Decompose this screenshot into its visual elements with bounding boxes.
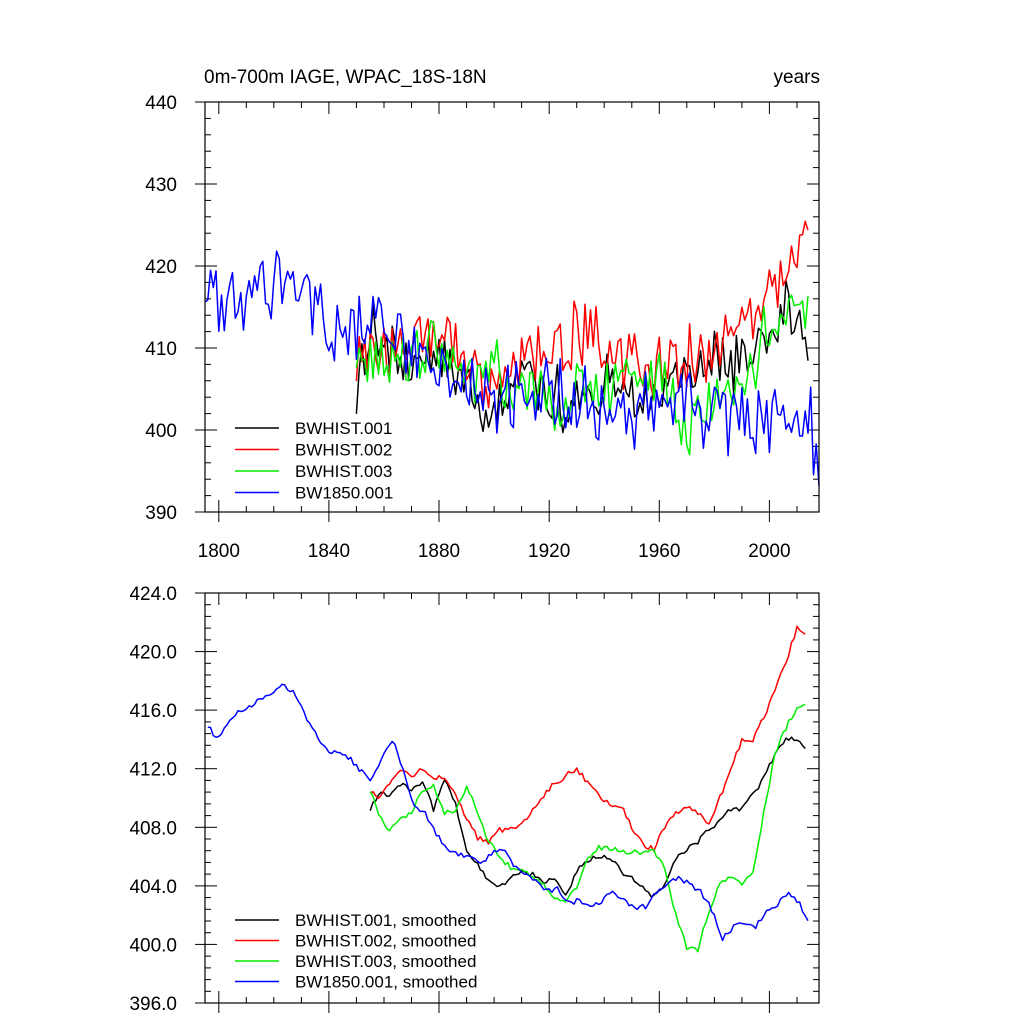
x-tick-label: 1880	[418, 541, 460, 562]
series-line-bwhist-003-smoothed	[369, 703, 806, 953]
top-chart-units-label: years	[774, 67, 820, 88]
x-tick-label: 2000	[748, 541, 790, 562]
top-chart-panel: 0m-700m IAGE, WPAC_18S-18N years 1800 184…	[145, 67, 820, 562]
y-tick-label: 404.0	[129, 877, 177, 898]
series-line-bw1850-001-smoothed	[207, 683, 809, 942]
series-line-bwhist-002-smoothed	[369, 625, 806, 852]
bottom-chart-series	[207, 625, 809, 953]
top-chart-title: 0m-700m IAGE, WPAC_18S-18N	[204, 67, 487, 88]
top-chart-axes: 1800 1840 1880 1920 1960 2000 390 400 410 420 430 4…	[145, 93, 819, 562]
series-line-bw1850-001	[204, 250, 820, 487]
y-tick-label: 400.0	[129, 935, 177, 956]
y-tick-label: 412.0	[129, 760, 177, 781]
y-tick-label: 430	[145, 175, 177, 196]
y-tick-label: 424.0	[129, 584, 177, 605]
bottom-chart-panel: 396.0 400.0 404.0 408.0 412.0 416.0 420.0 424.0…	[129, 584, 820, 1015]
series-line-bwhist-003	[355, 294, 809, 456]
bottom-chart-axes: 396.0 400.0 404.0 408.0 412.0 416.0 420.0 424.0	[129, 584, 819, 1015]
bottom-chart-legend: BWHIST.001, smoothed BWHIST.002, smoothed…	[235, 911, 477, 992]
y-tick-label: 416.0	[129, 701, 177, 722]
top-chart-series	[204, 220, 820, 487]
x-tick-label: 1960	[638, 541, 680, 562]
series-line-bwhist-002	[355, 220, 809, 409]
y-tick-label: 420	[145, 257, 177, 278]
x-tick-label: 1840	[308, 541, 350, 562]
y-tick-label: 400	[145, 421, 177, 442]
legend-label: BWHIST.002	[295, 441, 392, 460]
y-tick-label: 390	[145, 503, 177, 524]
legend-label: BWHIST.003, smoothed	[295, 952, 476, 971]
x-tick-label: 1920	[528, 541, 570, 562]
y-tick-label: 410	[145, 339, 177, 360]
x-tick-label: 1800	[198, 541, 240, 562]
legend-label: BWHIST.003	[295, 462, 392, 481]
legend-label: BWHIST.001	[295, 419, 392, 438]
legend-label: BW1850.001, smoothed	[295, 973, 477, 992]
bottom-chart-frame	[204, 592, 820, 1004]
y-tick-label: 396.0	[129, 994, 177, 1015]
y-tick-label: 420.0	[129, 643, 177, 664]
top-chart-legend: BWHIST.001 BWHIST.002 BWHIST.003 BW1850.001	[235, 419, 393, 503]
y-tick-label: 408.0	[129, 818, 177, 839]
top-chart-frame	[204, 101, 820, 513]
legend-label: BWHIST.001, smoothed	[295, 911, 476, 930]
y-tick-label: 440	[145, 93, 177, 114]
legend-label: BWHIST.002, smoothed	[295, 932, 476, 951]
series-line-bwhist-001-smoothed	[369, 736, 806, 898]
legend-label: BW1850.001	[295, 484, 393, 503]
